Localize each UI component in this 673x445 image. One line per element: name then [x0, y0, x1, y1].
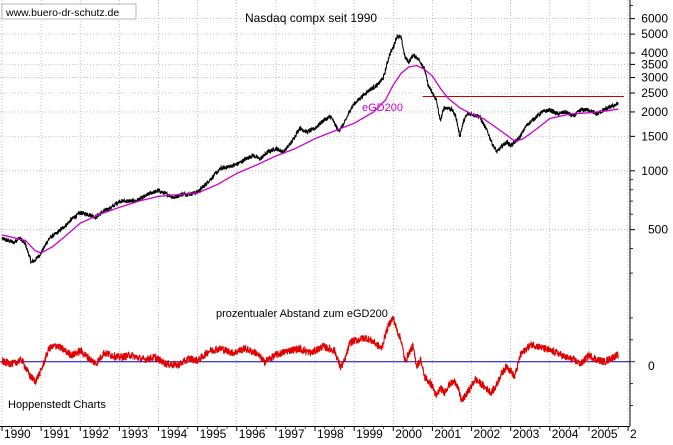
y-tick-label-1000: 1000	[641, 164, 668, 178]
watermark-box	[1, 3, 137, 20]
nasdaq-price-line	[1, 34, 619, 265]
x-tick-label-1998: 1998	[317, 427, 344, 440]
oscillator-title: prozentualer Abstand zum eGD200	[216, 308, 388, 320]
x-tick-label-1992: 1992	[82, 427, 109, 440]
egd200-label: eGD200	[362, 102, 403, 114]
y-tick-label-3500: 3500	[641, 57, 668, 71]
y-tick-label-2000: 2000	[641, 105, 668, 119]
x-tick-label-2: 2	[630, 427, 637, 440]
oscillator-zero-label: 0	[648, 359, 655, 373]
x-tick-label-2003: 2003	[513, 427, 540, 440]
source-credit: Hoppenstedt Charts	[8, 399, 106, 411]
y-tick-label-2500: 2500	[641, 86, 668, 100]
y-tick-label-4000: 4000	[641, 46, 668, 60]
x-tick-label-2001: 2001	[434, 427, 461, 440]
x-tick-label-2002: 2002	[474, 427, 501, 440]
series-layer	[0, 34, 630, 403]
x-tick-label-2004: 2004	[552, 427, 579, 440]
x-tick-label-2000: 2000	[395, 427, 422, 440]
y-tick-label-1500: 1500	[641, 129, 668, 143]
y-tick-label-3000: 3000	[641, 70, 668, 84]
x-tick-label-1997: 1997	[278, 427, 305, 440]
x-tick-label-1994: 1994	[161, 427, 188, 440]
x-axis-ticks: 1990 1991 1992 1993 1994 1995 1996 1997 1998 1999…	[1, 426, 637, 441]
y-tick-label-6000: 6000	[641, 12, 668, 26]
x-tick-label-1995: 1995	[200, 427, 227, 440]
x-tick-label-1996: 1996	[239, 427, 266, 440]
chart-title: Nasdaq compx seit 1990	[245, 11, 377, 25]
x-tick-label-2005: 2005	[591, 427, 618, 440]
distance-oscillator-line	[1, 315, 619, 403]
y-tick-label-500: 500	[648, 223, 668, 237]
x-tick-label-1990: 1990	[4, 427, 31, 440]
egd200-line	[1, 64, 619, 254]
x-tick-label-1991: 1991	[43, 427, 70, 440]
watermark-text: www.buero-dr-schutz.de	[5, 7, 119, 19]
x-tick-label-1993: 1993	[121, 427, 148, 440]
x-tick-label-1999: 1999	[356, 427, 383, 440]
y-tick-label-5000: 5000	[641, 27, 668, 41]
